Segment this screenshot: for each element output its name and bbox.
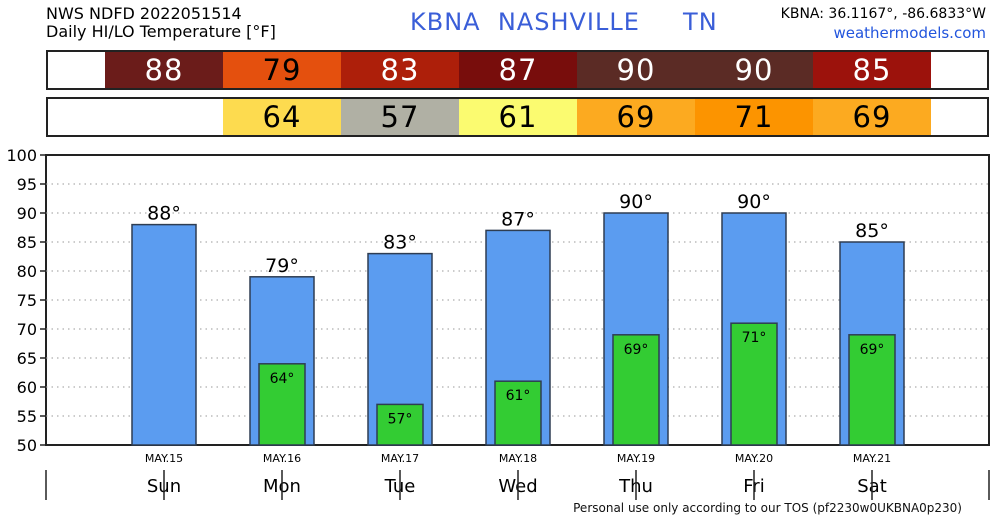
- station-title: KBNA NASHVILLE TN: [410, 8, 718, 36]
- x-date-label: MAY.20: [735, 452, 773, 465]
- high-strip-cell: 90: [577, 52, 695, 88]
- high-bar-label: 87°: [501, 208, 535, 230]
- y-tick-label: 70: [17, 320, 37, 339]
- low-bar: [258, 363, 306, 446]
- low-bar: [376, 403, 424, 446]
- high-temperature-strip: 88 79 83 87 90 90 85: [46, 50, 989, 90]
- low-strip-cell: 64: [223, 99, 341, 135]
- y-tick-label: 95: [17, 175, 37, 194]
- high-bar-label: 83°: [383, 232, 417, 254]
- high-strip-cell: 90: [695, 52, 813, 88]
- product-label: Daily HI/LO Temperature [°F]: [46, 22, 276, 41]
- x-date-label: MAY.17: [381, 452, 419, 465]
- y-tick-label: 100: [6, 146, 37, 165]
- y-tick-label: 65: [17, 349, 37, 368]
- x-date-label: MAY.18: [499, 452, 537, 465]
- low-strip-cell: 61: [459, 99, 577, 135]
- low-strip-cell: 69: [577, 99, 695, 135]
- high-strip-cell: 88: [105, 52, 223, 88]
- x-date-label: MAY.16: [263, 452, 301, 465]
- y-tick-label: 75: [17, 291, 37, 310]
- station-coordinates: KBNA: 36.1167°, -86.6833°W: [780, 6, 986, 22]
- high-bar-label: 90°: [619, 191, 653, 213]
- y-tick-label: 90: [17, 204, 37, 223]
- y-tick-label: 85: [17, 233, 37, 252]
- x-date-label: MAY.15: [145, 452, 183, 465]
- chart-header-left: NWS NDFD 2022051514 Daily HI/LO Temperat…: [46, 5, 276, 41]
- high-bar-label: 85°: [855, 220, 889, 242]
- high-bar-label: 88°: [147, 203, 181, 225]
- y-tick-label: 60: [17, 378, 37, 397]
- low-bar: [612, 334, 660, 446]
- low-bar-label: 69°: [624, 342, 649, 358]
- high-strip-cell: 87: [459, 52, 577, 88]
- low-strip-cell: 69: [813, 99, 931, 135]
- x-date-label: MAY.21: [853, 452, 891, 465]
- high-strip-cell: 85: [813, 52, 931, 88]
- low-temperature-strip: 64 57 61 69 71 69: [46, 97, 989, 137]
- high-strip-cell: 79: [223, 52, 341, 88]
- high-bar: [131, 223, 197, 446]
- low-bar-label: 61°: [506, 388, 531, 404]
- low-bar-label: 69°: [860, 342, 885, 358]
- y-tick-label: 55: [17, 407, 37, 426]
- chart-header-right: KBNA: 36.1167°, -86.6833°W weathermodels…: [781, 5, 986, 43]
- high-bar-label: 90°: [737, 191, 771, 213]
- low-bar: [848, 334, 896, 446]
- high-bar-label: 79°: [265, 255, 299, 277]
- low-bar-label: 64°: [270, 371, 295, 387]
- low-bar-label: 57°: [388, 411, 413, 427]
- y-tick-label: 50: [17, 436, 37, 455]
- x-date-label: MAY.19: [617, 452, 655, 465]
- tos-footer: Personal use only according to our TOS (…: [573, 501, 962, 515]
- low-strip-cell: 71: [695, 99, 813, 135]
- y-tick-label: 80: [17, 262, 37, 281]
- high-strip-cell: 83: [341, 52, 459, 88]
- site-link[interactable]: weathermodels.com: [833, 24, 986, 42]
- low-strip-cell: 57: [341, 99, 459, 135]
- low-bar: [494, 380, 542, 446]
- model-run-label: NWS NDFD 2022051514: [46, 4, 242, 23]
- low-bar: [730, 322, 778, 446]
- low-bar-label: 71°: [742, 330, 767, 346]
